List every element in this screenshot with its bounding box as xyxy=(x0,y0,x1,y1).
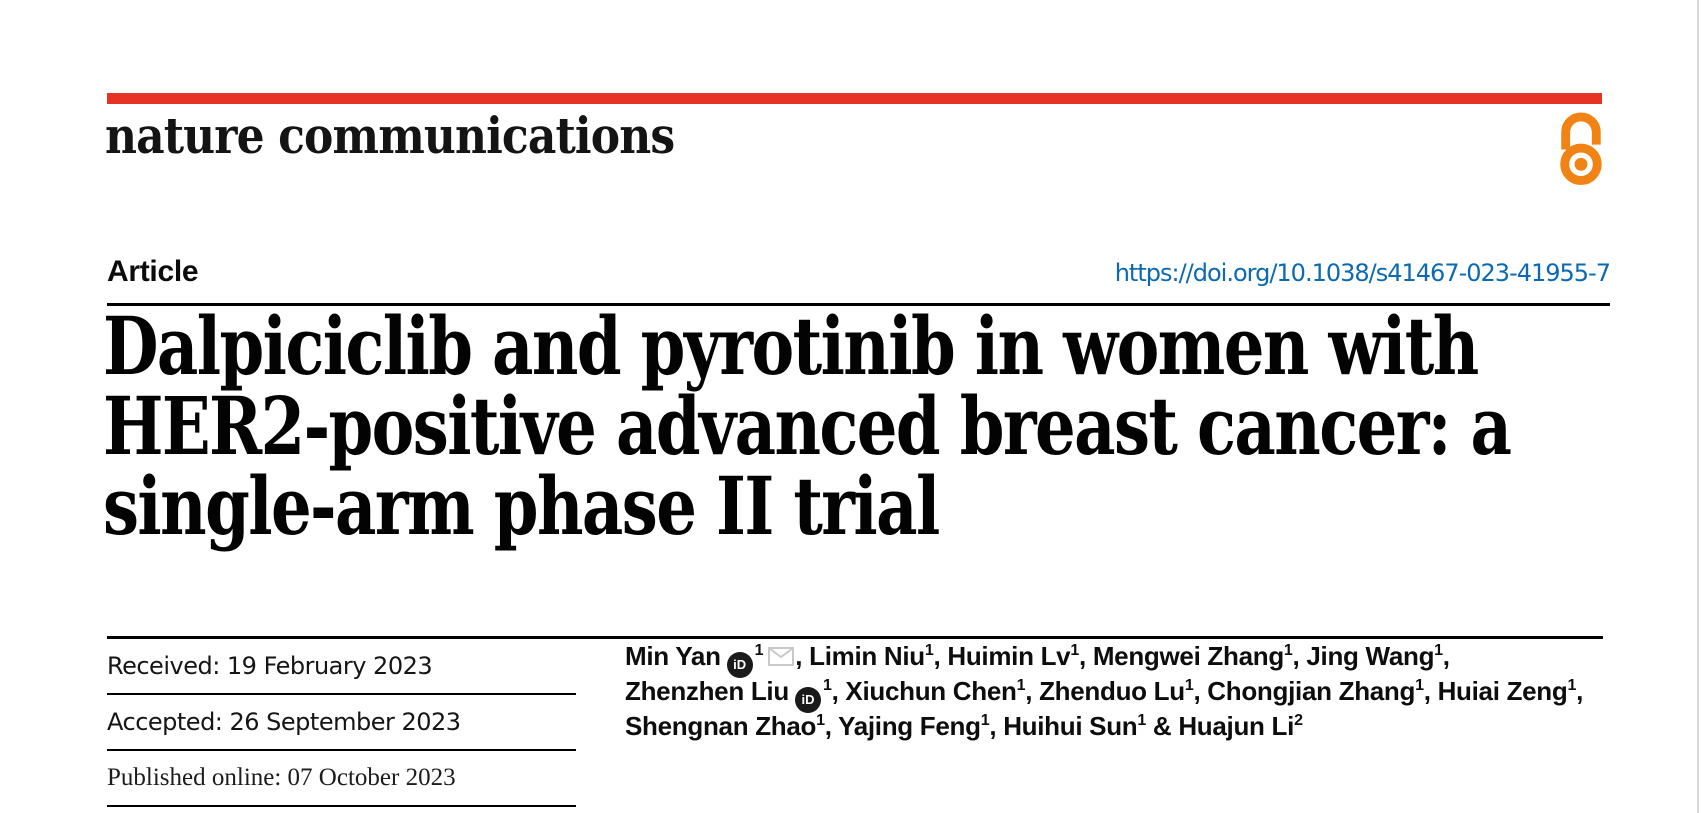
affiliation-superscript: 1 xyxy=(924,642,934,659)
affiliation-superscript: 1 xyxy=(1567,677,1577,694)
affiliation-superscript: 1 xyxy=(822,677,832,694)
affiliation-superscript: 1 xyxy=(1137,712,1146,729)
open-access-icon xyxy=(1560,112,1602,186)
affiliation-superscript: 1 xyxy=(1184,677,1194,694)
author-name: Yajing Feng xyxy=(838,711,981,741)
author-name: Huiai Zeng xyxy=(1437,676,1568,706)
paper-title-line: HER2-positive advanced breast cancer: a xyxy=(103,379,1512,473)
author-name: Limin Niu xyxy=(809,641,925,671)
article-type-label: Article xyxy=(107,255,199,288)
accepted-date-row: Accepted: 26 September 2023 xyxy=(107,695,576,751)
affiliation-superscript: 1 xyxy=(1070,642,1079,659)
author-list: Min Yan iD1, Limin Niu1, Huimin Lv1, Meng… xyxy=(625,641,1625,746)
affiliation-superscript: 1 xyxy=(1016,677,1026,694)
author-line: Min Yan iD1, Limin Niu1, Huimin Lv1, Meng… xyxy=(625,641,1625,678)
received-date-row: Received: 19 February 2023 xyxy=(107,639,576,695)
author-name: Huajun Li xyxy=(1178,711,1295,741)
author-name: Jing Wang xyxy=(1306,641,1435,671)
divider-above-metadata xyxy=(107,636,1603,639)
doi-link[interactable]: https://doi.org/10.1038/s41467-023-41955… xyxy=(1114,259,1611,287)
paper-title: Dalpiciclib and pyrotinib in women with … xyxy=(103,299,1512,553)
author-name: Shengnan Zhao xyxy=(625,711,817,741)
author-name: Chongjian Zhang xyxy=(1207,676,1416,706)
paper-title-line: Dalpiciclib and pyrotinib in women with xyxy=(103,299,1479,393)
affiliation-superscript: 1 xyxy=(1283,642,1293,659)
affiliation-superscript: 1 xyxy=(816,712,825,729)
author-line: Zhenzhen Liu iD1, Xiuchun Chen1, Zhenduo … xyxy=(625,676,1625,713)
orcid-icon[interactable]: iD xyxy=(794,686,821,713)
author-line: Shengnan Zhao1, Yajing Feng1, Huihui Sun… xyxy=(625,711,1303,741)
article-header-row: Article https://doi.org/10.1038/s41467-0… xyxy=(107,255,1611,289)
divider-under-article-row xyxy=(107,303,1610,306)
author-name: Huihui Sun xyxy=(1003,711,1138,741)
affiliation-superscript: 1 xyxy=(980,712,990,729)
author-name: Min Yan xyxy=(625,641,721,671)
orcid-icon[interactable]: iD xyxy=(726,651,753,678)
affiliation-superscript: 1 xyxy=(1415,677,1424,694)
affiliation-superscript: 2 xyxy=(1294,712,1303,729)
journal-logo: nature communications xyxy=(105,106,675,165)
article-history: Received: 19 February 2023 Accepted: 26 … xyxy=(107,639,576,807)
author-name: Zhenduo Lu xyxy=(1039,676,1185,706)
masthead-accent-bar xyxy=(107,93,1602,104)
author-name: Mengwei Zhang xyxy=(1092,641,1284,671)
page-edge-line xyxy=(1697,0,1699,813)
author-name: Huimin Lv xyxy=(947,641,1071,671)
author-name: Xiuchun Chen xyxy=(845,676,1017,706)
affiliation-superscript: 1 xyxy=(1434,642,1443,659)
author-name: Zhenzhen Liu xyxy=(625,676,789,706)
paper-title-line: single-arm phase II trial xyxy=(103,459,940,553)
email-envelope-icon[interactable] xyxy=(768,642,795,673)
published-date-row: Published online: 07 October 2023 xyxy=(107,751,576,807)
affiliation-superscript: 1 xyxy=(754,642,764,659)
